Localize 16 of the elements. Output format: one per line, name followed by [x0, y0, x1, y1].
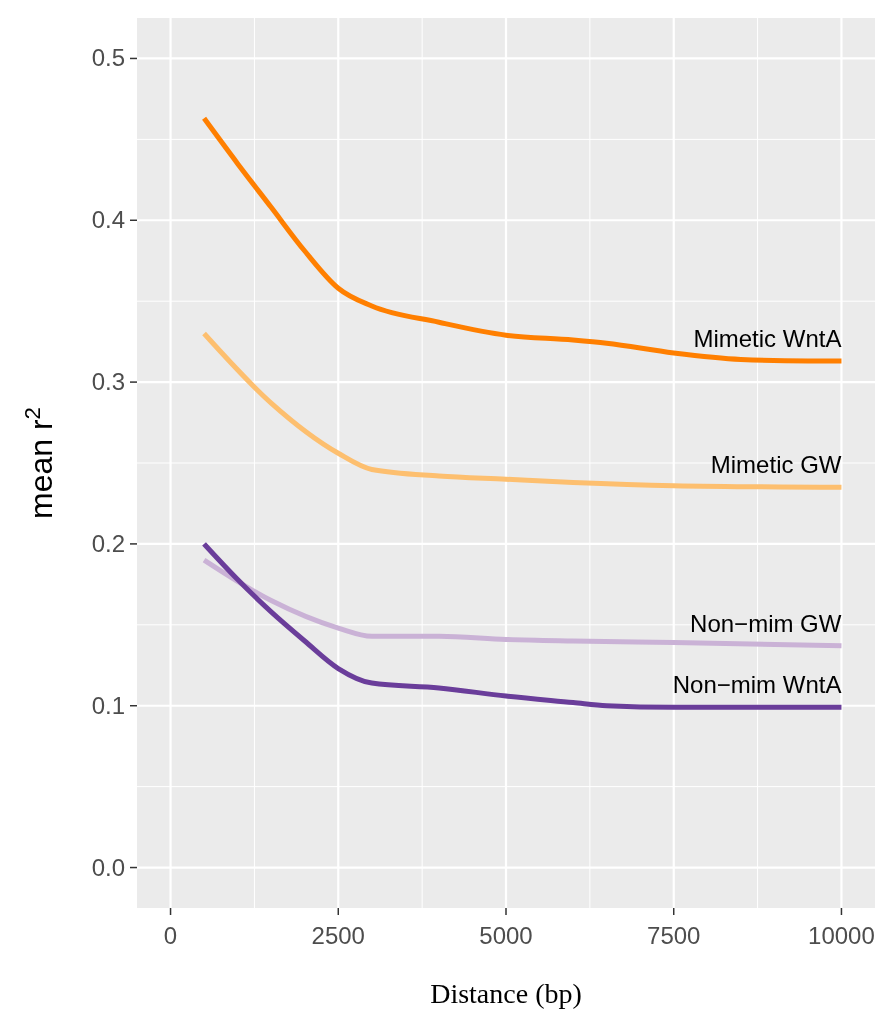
y-tick-label: 0.5	[91, 44, 125, 72]
x-axis-title: Distance (bp)	[430, 978, 582, 1009]
y-tick-label: 0.3	[91, 368, 125, 396]
series-label: Mimetic WntA	[693, 325, 842, 353]
series-label: Non−mim WntA	[672, 671, 842, 699]
x-tick-label: 7500	[647, 922, 701, 949]
y-tick-label: 0.2	[91, 529, 125, 557]
x-tick-label: 5000	[479, 922, 533, 949]
y-tick-label: 0.0	[91, 853, 125, 881]
y-tick-label: 0.1	[91, 691, 125, 719]
y-tick-label: 0.4	[91, 206, 125, 234]
series-label: Mimetic GW	[710, 451, 842, 479]
x-tick-label: 10000	[808, 922, 875, 949]
x-tick-label: 2500	[311, 922, 365, 949]
series-label: Non−mim GW	[690, 609, 842, 637]
x-tick-label: 0	[163, 922, 178, 949]
